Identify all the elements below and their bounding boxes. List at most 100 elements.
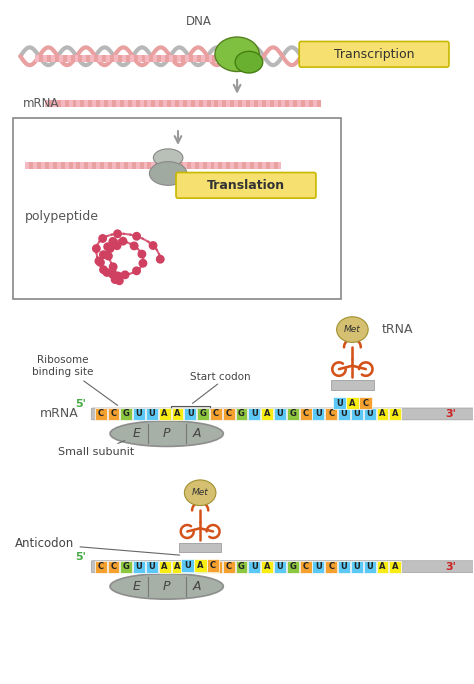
- Text: Translation: Translation: [207, 179, 285, 192]
- Bar: [217, 55, 218, 62]
- Bar: [214, 162, 219, 169]
- Circle shape: [99, 250, 108, 259]
- Bar: [108, 100, 112, 107]
- Bar: [258, 100, 262, 107]
- Bar: [57, 162, 61, 169]
- Circle shape: [103, 242, 112, 251]
- FancyBboxPatch shape: [364, 561, 375, 573]
- Text: U: U: [341, 562, 347, 571]
- Text: P: P: [163, 580, 171, 593]
- Bar: [136, 162, 139, 169]
- Bar: [144, 162, 147, 169]
- Bar: [250, 100, 254, 107]
- Ellipse shape: [337, 317, 368, 343]
- Bar: [51, 55, 55, 62]
- Bar: [69, 100, 73, 107]
- Bar: [120, 162, 124, 169]
- Text: C: C: [210, 561, 216, 570]
- Ellipse shape: [154, 149, 183, 167]
- Bar: [35, 55, 39, 62]
- Bar: [163, 100, 167, 107]
- Text: A: A: [392, 562, 399, 571]
- Bar: [273, 100, 277, 107]
- Bar: [73, 162, 76, 169]
- FancyBboxPatch shape: [159, 408, 171, 420]
- Ellipse shape: [215, 37, 259, 72]
- FancyBboxPatch shape: [197, 561, 209, 573]
- Text: Met: Met: [344, 325, 361, 334]
- FancyBboxPatch shape: [223, 561, 235, 573]
- Bar: [277, 162, 282, 169]
- Text: Start codon: Start codon: [190, 372, 250, 382]
- FancyBboxPatch shape: [389, 408, 401, 420]
- Bar: [201, 55, 205, 62]
- Text: U: U: [341, 410, 347, 419]
- Text: 5': 5': [75, 552, 86, 562]
- Bar: [154, 55, 157, 62]
- Bar: [81, 162, 84, 169]
- Bar: [139, 100, 144, 107]
- Bar: [169, 55, 173, 62]
- Text: C: C: [302, 410, 309, 419]
- Text: Met: Met: [192, 488, 209, 497]
- Circle shape: [96, 258, 105, 267]
- Text: mRNA: mRNA: [40, 408, 79, 421]
- Bar: [167, 162, 171, 169]
- Bar: [92, 100, 96, 107]
- FancyBboxPatch shape: [248, 561, 260, 573]
- Circle shape: [102, 268, 111, 277]
- Text: A: A: [392, 410, 399, 419]
- Text: U: U: [148, 562, 155, 571]
- Bar: [130, 55, 134, 62]
- Text: 3': 3': [446, 409, 456, 419]
- Text: G: G: [238, 562, 245, 571]
- Bar: [114, 55, 118, 62]
- Circle shape: [138, 259, 147, 267]
- Bar: [266, 100, 270, 107]
- Text: G: G: [238, 410, 245, 419]
- FancyBboxPatch shape: [13, 118, 341, 299]
- FancyBboxPatch shape: [274, 408, 286, 420]
- Bar: [82, 55, 86, 62]
- Bar: [137, 55, 142, 62]
- FancyBboxPatch shape: [133, 561, 145, 573]
- FancyBboxPatch shape: [300, 561, 311, 573]
- Text: U: U: [277, 410, 283, 419]
- Bar: [146, 55, 149, 62]
- Circle shape: [106, 244, 115, 253]
- Circle shape: [113, 229, 122, 238]
- Text: G: G: [289, 562, 296, 571]
- Text: G: G: [200, 562, 207, 571]
- FancyBboxPatch shape: [359, 397, 372, 410]
- Bar: [106, 55, 110, 62]
- FancyBboxPatch shape: [364, 408, 375, 420]
- Bar: [219, 100, 222, 107]
- Text: G: G: [289, 410, 296, 419]
- Text: A: A: [174, 562, 181, 571]
- Bar: [122, 55, 126, 62]
- Text: polypeptide: polypeptide: [25, 211, 99, 224]
- FancyBboxPatch shape: [351, 408, 363, 420]
- Circle shape: [132, 266, 141, 275]
- Text: U: U: [354, 410, 360, 419]
- FancyBboxPatch shape: [287, 408, 299, 420]
- FancyBboxPatch shape: [300, 408, 311, 420]
- FancyBboxPatch shape: [159, 561, 171, 573]
- Text: C: C: [98, 410, 104, 419]
- FancyBboxPatch shape: [197, 408, 209, 420]
- Bar: [183, 162, 187, 169]
- Text: tRNA: tRNA: [382, 323, 413, 336]
- Bar: [116, 100, 120, 107]
- Circle shape: [92, 244, 101, 253]
- Text: U: U: [366, 410, 373, 419]
- Bar: [187, 100, 191, 107]
- Bar: [262, 162, 266, 169]
- Circle shape: [132, 232, 141, 241]
- Text: G: G: [123, 562, 130, 571]
- FancyBboxPatch shape: [184, 408, 196, 420]
- Bar: [222, 162, 226, 169]
- Text: A: A: [162, 562, 168, 571]
- Text: C: C: [226, 562, 232, 571]
- Ellipse shape: [149, 161, 187, 185]
- Bar: [96, 162, 100, 169]
